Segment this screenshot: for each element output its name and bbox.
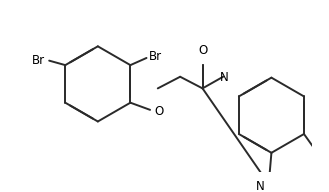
Text: N: N	[220, 71, 228, 84]
Text: O: O	[155, 105, 164, 118]
Text: O: O	[198, 44, 207, 57]
Text: N: N	[256, 180, 264, 192]
Text: Br: Br	[149, 50, 162, 63]
Text: Br: Br	[32, 54, 45, 67]
